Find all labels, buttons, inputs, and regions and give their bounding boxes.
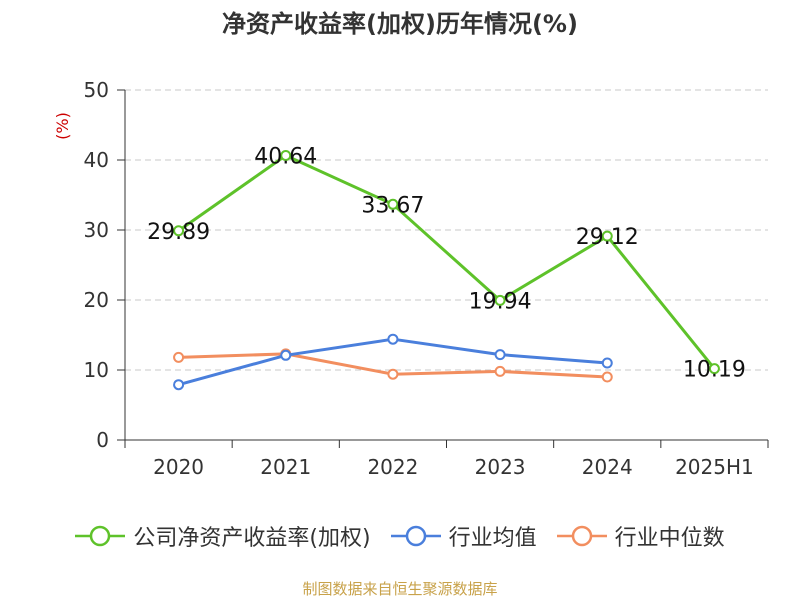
y-tick-label: 50 — [84, 78, 109, 102]
legend: 公司净资产收益率(加权) 行业均值 行业中位数 — [0, 520, 800, 552]
line-chart: 0 10 20 30 40 50 2020 2021 2022 2023 2024 2025H1 (… — [53, 78, 769, 479]
y-tick-label: 30 — [84, 218, 109, 242]
data-label: 33.67 — [361, 193, 424, 218]
data-label: 19.94 — [469, 289, 532, 314]
legend-circle — [571, 525, 592, 547]
x-tick-label: 2021 — [260, 455, 311, 479]
legend-circle — [405, 525, 426, 547]
data-point — [601, 357, 613, 369]
y-tick-label: 10 — [84, 358, 109, 382]
data-point — [494, 294, 506, 306]
y-tick-label: 0 — [96, 428, 109, 452]
source-note: 制图数据来自恒生聚源数据库 — [302, 580, 498, 598]
legend-label: 公司净资产收益率(加权) — [133, 526, 371, 551]
data-point — [601, 230, 613, 242]
chart-title: 净资产收益率(加权)历年情况(%) — [222, 10, 578, 38]
data-label: 29.12 — [576, 225, 639, 250]
data-point — [173, 379, 185, 391]
x-tick-label: 2024 — [582, 455, 633, 479]
legend-label: 行业均值 — [448, 526, 537, 551]
data-point — [494, 365, 506, 377]
legend-item[interactable]: 公司净资产收益率(加权) — [75, 520, 371, 552]
x-tick-label: 2025H1 — [675, 455, 754, 479]
data-point — [280, 150, 292, 162]
data-point — [387, 198, 399, 210]
data-point — [173, 351, 185, 363]
series-lines — [173, 150, 720, 391]
axes — [117, 89, 769, 448]
data-label: 40.64 — [254, 145, 317, 170]
data-label: 29.89 — [147, 220, 210, 245]
x-tick-label: 2020 — [153, 455, 204, 479]
y-tick-label: 40 — [84, 148, 109, 172]
legend-marker-icon — [75, 525, 126, 547]
data-label: 10.19 — [683, 358, 746, 383]
legend-item[interactable]: 行业均值 — [390, 520, 537, 552]
series-line-0 — [177, 154, 716, 370]
y-tick-labels: 0 10 20 30 40 50 — [84, 78, 109, 452]
x-tick-labels: 2020 2021 2022 2023 2024 2025H1 — [153, 455, 754, 479]
data-point — [280, 349, 292, 361]
legend-circle — [90, 525, 111, 547]
x-tick-label: 2022 — [367, 455, 418, 479]
data-point — [387, 333, 399, 345]
data-point — [601, 371, 613, 383]
grid-lines — [125, 89, 768, 371]
x-tick-label: 2023 — [475, 455, 526, 479]
legend-marker-icon — [556, 525, 607, 547]
legend-marker-icon — [390, 525, 441, 547]
data-point — [387, 368, 399, 380]
legend-item[interactable]: 行业中位数 — [556, 520, 725, 552]
data-point — [494, 349, 506, 361]
legend-label: 行业中位数 — [614, 526, 725, 551]
data-point — [708, 363, 720, 375]
data-point — [173, 225, 185, 237]
y-tick-label: 20 — [84, 288, 109, 312]
data-labels: 29.89 40.64 33.67 19.94 29.12 10.19 — [147, 145, 746, 383]
y-axis-label: (%) — [53, 112, 72, 140]
